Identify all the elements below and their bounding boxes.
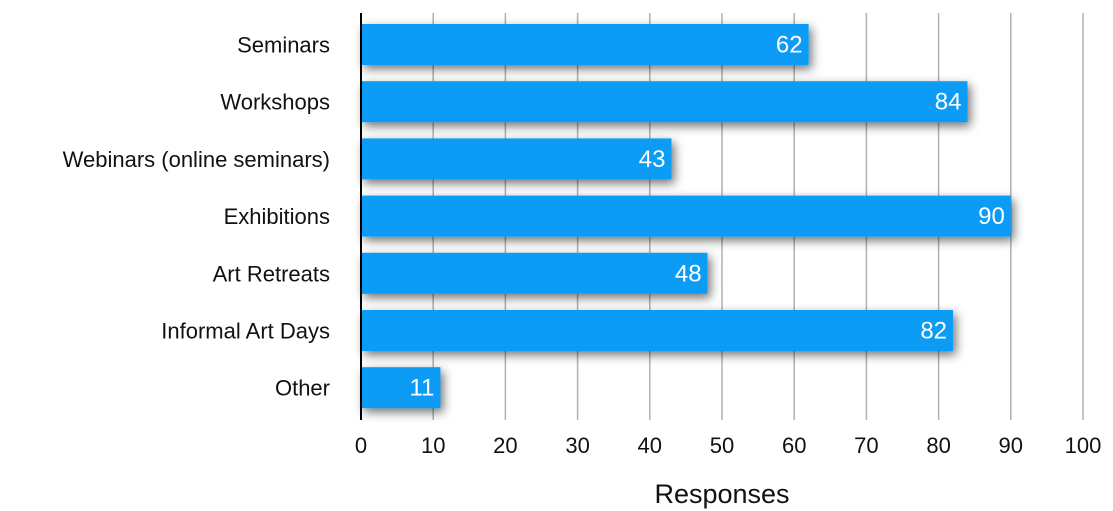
- category-label: Webinars (online seminars): [63, 147, 330, 172]
- bar-value-label: 82: [920, 318, 947, 345]
- x-tick-label: 0: [355, 433, 367, 458]
- x-tick-label: 40: [638, 433, 662, 458]
- x-tick-label: 100: [1065, 433, 1102, 458]
- x-tick-label: 30: [565, 433, 589, 458]
- category-label: Informal Art Days: [161, 319, 330, 344]
- bar-value-label: 43: [639, 146, 666, 173]
- bar-value-label: 90: [978, 203, 1005, 230]
- x-tick-label: 20: [493, 433, 517, 458]
- bars: 62 84 43 90 48 82 11: [361, 24, 1011, 409]
- bar-value-label: 84: [935, 89, 962, 116]
- bar: [361, 138, 672, 180]
- bar: [361, 24, 809, 65]
- x-tick-label: 10: [421, 433, 445, 458]
- x-tick-labels: 0 10 20 30 40 50 60 70 80 90 100: [355, 433, 1101, 458]
- category-label: Other: [275, 376, 330, 401]
- x-tick-label: 80: [926, 433, 950, 458]
- x-tick-label: 60: [782, 433, 806, 458]
- category-label: Seminars: [237, 33, 330, 58]
- category-labels: Seminars Workshops Webinars (online semina…: [63, 33, 330, 401]
- x-tick-label: 70: [854, 433, 878, 458]
- bar: [361, 310, 954, 351]
- x-axis-title: Responses: [654, 479, 789, 509]
- x-tick-label: 50: [710, 433, 734, 458]
- bar: [361, 252, 708, 294]
- bar-value-label: 62: [776, 32, 803, 59]
- bar: [361, 367, 441, 409]
- category-label: Art Retreats: [213, 261, 330, 286]
- x-tick-label: 90: [999, 433, 1023, 458]
- bar-value-label: 11: [409, 375, 434, 402]
- category-label: Workshops: [220, 90, 330, 115]
- bar-value-label: 48: [675, 260, 702, 287]
- bar: [361, 81, 968, 123]
- bar: [361, 195, 1011, 237]
- category-label: Exhibitions: [224, 204, 330, 229]
